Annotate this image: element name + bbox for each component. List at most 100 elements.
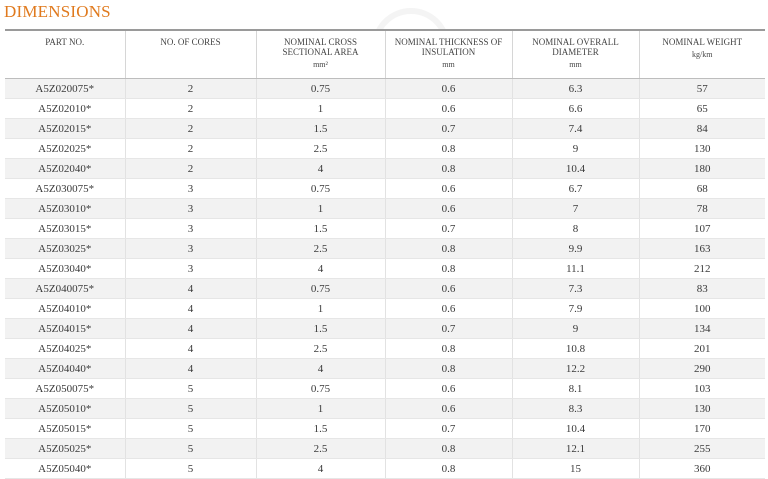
- header-no-of-cores: NO. OF CORES: [124, 29, 256, 79]
- cell-cores: 5: [124, 398, 256, 419]
- table-row: A5Z04010* 4 1 0.6 7.9 100: [5, 298, 765, 319]
- table-row: A5Z05025* 5 2.5 0.8 12.1 255: [5, 438, 765, 459]
- cell-weight: 163: [638, 238, 765, 259]
- cell-cores: 2: [124, 118, 256, 139]
- cell-cores: 4: [124, 298, 256, 319]
- cell-insulation: 0.6: [384, 298, 512, 319]
- cell-insulation: 0.8: [384, 438, 512, 459]
- cell-insulation: 0.6: [384, 198, 512, 219]
- cell-cores: 2: [124, 158, 256, 179]
- cell-insulation: 0.8: [384, 158, 512, 179]
- cell-diameter: 12.2: [511, 358, 639, 379]
- cell-weight: 130: [638, 138, 765, 159]
- cell-cross-section: 1.5: [255, 318, 385, 339]
- cell-part-no: A5Z05010*: [5, 398, 125, 419]
- cell-weight: 170: [638, 418, 765, 439]
- cell-part-no: A5Z04025*: [5, 338, 125, 359]
- cell-cross-section: 0.75: [255, 378, 385, 399]
- cell-cores: 3: [124, 238, 256, 259]
- cell-weight: 57: [638, 78, 765, 99]
- cell-weight: 84: [638, 118, 765, 139]
- cell-cross-section: 4: [255, 258, 385, 279]
- cell-diameter: 6.7: [511, 178, 639, 199]
- cell-weight: 130: [638, 398, 765, 419]
- cell-cross-section: 2.5: [255, 238, 385, 259]
- cell-cores: 2: [124, 138, 256, 159]
- cell-part-no: A5Z03010*: [5, 198, 125, 219]
- cell-insulation: 0.8: [384, 238, 512, 259]
- cell-weight: 201: [638, 338, 765, 359]
- cell-cores: 5: [124, 438, 256, 459]
- cell-insulation: 0.6: [384, 98, 512, 119]
- header-label: NO. OF CORES: [160, 37, 221, 47]
- table-row: A5Z05015* 5 1.5 0.7 10.4 170: [5, 418, 765, 439]
- cell-insulation: 0.6: [384, 398, 512, 419]
- cell-weight: 107: [638, 218, 765, 239]
- cell-cross-section: 0.75: [255, 178, 385, 199]
- table-row: A5Z02010* 2 1 0.6 6.6 65: [5, 98, 765, 119]
- cell-weight: 103: [638, 378, 765, 399]
- cell-weight: 212: [638, 258, 765, 279]
- cell-diameter: 15: [511, 458, 639, 479]
- cell-part-no: A5Z02010*: [5, 98, 125, 119]
- cell-cross-section: 1.5: [255, 118, 385, 139]
- cell-cores: 2: [124, 98, 256, 119]
- cell-diameter: 10.4: [511, 418, 639, 439]
- cell-cross-section: 1.5: [255, 218, 385, 239]
- cell-insulation: 0.6: [384, 378, 512, 399]
- cell-part-no: A5Z03025*: [5, 238, 125, 259]
- cell-cores: 3: [124, 198, 256, 219]
- cell-part-no: A5Z05040*: [5, 458, 125, 479]
- cell-part-no: A5Z04010*: [5, 298, 125, 319]
- cell-part-no: A5Z05025*: [5, 438, 125, 459]
- cell-cores: 2: [124, 78, 256, 99]
- dimensions-table: PART NO. NO. OF CORES NOMINAL CROSS SECT…: [5, 29, 765, 479]
- cell-part-no: A5Z040075*: [5, 278, 125, 299]
- table-row: A5Z02040* 2 4 0.8 10.4 180: [5, 158, 765, 179]
- header-unit: mm: [569, 60, 582, 69]
- cell-cross-section: 1: [255, 98, 385, 119]
- cell-weight: 255: [638, 438, 765, 459]
- cell-part-no: A5Z05015*: [5, 418, 125, 439]
- cell-part-no: A5Z04015*: [5, 318, 125, 339]
- cell-diameter: 10.8: [511, 338, 639, 359]
- cell-diameter: 7.9: [511, 298, 639, 319]
- cell-diameter: 8: [511, 218, 639, 239]
- cell-cores: 5: [124, 378, 256, 399]
- cell-insulation: 0.7: [384, 318, 512, 339]
- cell-insulation: 0.7: [384, 118, 512, 139]
- cell-weight: 78: [638, 198, 765, 219]
- table-row: A5Z02015* 2 1.5 0.7 7.4 84: [5, 118, 765, 139]
- cell-insulation: 0.8: [384, 458, 512, 479]
- cell-cores: 5: [124, 418, 256, 439]
- cell-weight: 180: [638, 158, 765, 179]
- cell-diameter: 10.4: [511, 158, 639, 179]
- header-insulation-thickness: NOMINAL THICKNESS OF INSULATION mm: [384, 29, 512, 79]
- cell-cross-section: 2.5: [255, 138, 385, 159]
- cell-cores: 3: [124, 178, 256, 199]
- cell-cores: 4: [124, 358, 256, 379]
- cell-diameter: 8.1: [511, 378, 639, 399]
- cell-weight: 290: [638, 358, 765, 379]
- table-row: A5Z05010* 5 1 0.6 8.3 130: [5, 398, 765, 419]
- cell-part-no: A5Z050075*: [5, 378, 125, 399]
- header-label: NOMINAL OVERALL DIAMETER: [532, 37, 619, 57]
- cell-cross-section: 2.5: [255, 338, 385, 359]
- cell-diameter: 12.1: [511, 438, 639, 459]
- cell-cross-section: 1.5: [255, 418, 385, 439]
- table-row: A5Z03010* 3 1 0.6 7 78: [5, 198, 765, 219]
- table-row: A5Z03025* 3 2.5 0.8 9.9 163: [5, 238, 765, 259]
- cell-part-no: A5Z04040*: [5, 358, 125, 379]
- cell-cross-section: 4: [255, 358, 385, 379]
- cell-diameter: 7.4: [511, 118, 639, 139]
- cell-part-no: A5Z02040*: [5, 158, 125, 179]
- header-part-no: PART NO.: [5, 29, 125, 79]
- header-cross-sectional-area: NOMINAL CROSS SECTIONAL AREA mm²: [255, 29, 385, 79]
- cell-cross-section: 1: [255, 198, 385, 219]
- cell-diameter: 9: [511, 318, 639, 339]
- cell-cross-section: 1: [255, 298, 385, 319]
- cell-part-no: A5Z03040*: [5, 258, 125, 279]
- cell-cores: 3: [124, 258, 256, 279]
- table-row: A5Z04040* 4 4 0.8 12.2 290: [5, 358, 765, 379]
- cell-cross-section: 4: [255, 458, 385, 479]
